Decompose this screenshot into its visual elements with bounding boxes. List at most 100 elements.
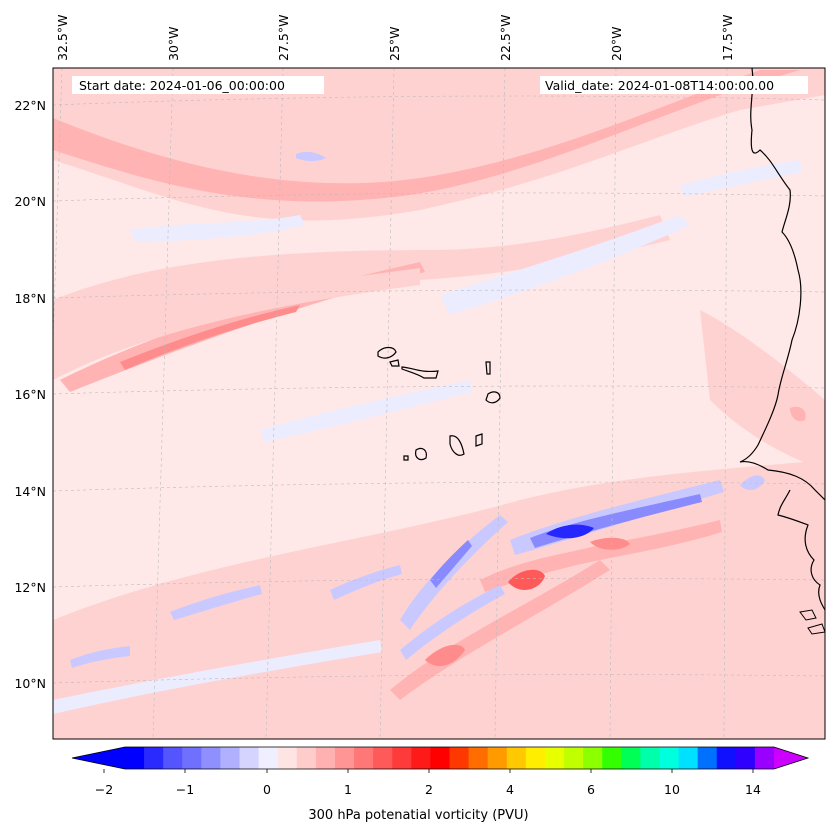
- colorbar-tick-label: 0: [263, 782, 271, 797]
- map-panel: [53, 68, 825, 739]
- colorbar-segment: [315, 747, 336, 769]
- colorbar-segment: [239, 747, 260, 769]
- colorbar-segment: [468, 747, 489, 769]
- lon-label: 20°W: [609, 26, 624, 61]
- pv-blue-band-sw-1-core: [430, 540, 472, 588]
- pv-jet-streak-core: [120, 305, 300, 370]
- colorbar-outline: [71, 746, 810, 770]
- colorbar-segment: [602, 747, 622, 769]
- bijagos-islands: [799, 609, 825, 635]
- colorbar-segment: [449, 747, 470, 769]
- lat-label: 16°N: [14, 387, 46, 402]
- pv-blue-streak-1: [130, 215, 305, 242]
- colorbar-extend-high: [774, 747, 808, 769]
- lat-label: 22°N: [14, 98, 46, 113]
- pv-blue-band-sw-2: [400, 585, 505, 660]
- pv-patch-east-2: [790, 406, 806, 422]
- island-sal: [485, 361, 491, 375]
- colorbar-segment: [144, 747, 164, 769]
- colorbar-segment: [201, 747, 222, 769]
- colorbar-segment: [564, 747, 584, 769]
- pv-patch-east: [700, 310, 825, 470]
- valid-date-label: Valid_date: 2024-01-08T14:00:00.00: [545, 78, 775, 93]
- island-santo-antao: [377, 346, 397, 359]
- pv-blue-band-west-1: [330, 565, 402, 600]
- pv-red-core-3: [425, 644, 465, 667]
- pv-blue-streak-2: [440, 215, 690, 315]
- colorbar: [71, 746, 810, 773]
- cape-verde-islands: [377, 346, 501, 461]
- lon-label: 25°W: [387, 26, 402, 61]
- island-brava: [403, 455, 409, 461]
- colorbar-segment: [182, 747, 202, 769]
- colorbar-segment: [392, 747, 412, 769]
- colorbar-segment: [354, 747, 374, 769]
- pv-blue-band-se: [740, 475, 765, 491]
- pv-blue-streak-4: [680, 160, 802, 196]
- map-frame: [52, 67, 826, 740]
- island-boa-vista: [485, 391, 501, 404]
- pv-blue-band-west-3: [70, 646, 130, 668]
- pv-red-core-1: [508, 569, 545, 590]
- colorbar-segment: [735, 747, 756, 769]
- island-maio: [475, 433, 483, 447]
- lon-label: 22.5°W: [498, 14, 513, 61]
- colorbar-segment: [411, 747, 432, 769]
- colorbar-segment: [583, 747, 603, 769]
- colorbar-segment: [373, 747, 393, 769]
- lon-label: 17.5°W: [720, 14, 735, 61]
- island-santiago: [449, 435, 465, 456]
- colorbar-tick-label: 14: [745, 782, 761, 797]
- colorbar-segment: [754, 747, 775, 769]
- colorbar-segment: [277, 747, 298, 769]
- colorbar-tick-label: −1: [175, 782, 195, 797]
- lat-label: 18°N: [14, 291, 46, 306]
- colorbar-segment: [506, 747, 527, 769]
- africa-coastline: [739, 68, 825, 501]
- colorbar-extend-low: [72, 747, 125, 769]
- island-fogo: [415, 447, 427, 461]
- pv-blue-band-west-2: [170, 585, 262, 620]
- pv-blue-spot-1: [296, 151, 326, 161]
- pv-red-core-2: [590, 537, 630, 550]
- colorbar-segment: [163, 747, 183, 769]
- colorbar-segment: [220, 747, 241, 769]
- valid-date-box: [540, 76, 808, 94]
- colorbar-segment: [125, 747, 145, 769]
- lon-label: 27.5°W: [276, 14, 291, 61]
- pv-band-southwest: [53, 268, 420, 380]
- lon-label: 30°W: [166, 26, 181, 61]
- colorbar-segment: [544, 747, 565, 769]
- colorbar-segment: [678, 747, 699, 769]
- pv-blue-band-deep: [546, 524, 594, 539]
- colorbar-segment: [487, 747, 508, 769]
- colorbar-tick-label: 6: [587, 782, 595, 797]
- colorbar-segment: [258, 747, 279, 769]
- colorbar-tick-label: 4: [506, 782, 514, 797]
- colorbar-segment: [659, 747, 680, 769]
- lon-label: 32.5°W: [55, 14, 70, 61]
- colorbar-tick-label: 1: [344, 782, 352, 797]
- africa-coastline-south: [777, 489, 825, 611]
- colorbar-segment: [697, 747, 718, 769]
- colorbar-tick-label: 10: [664, 782, 680, 797]
- colorbar-segment: [296, 747, 317, 769]
- colorbar-tick-label: −2: [94, 782, 114, 797]
- island-sao-vicente: [389, 359, 400, 367]
- lat-label: 12°N: [14, 580, 46, 595]
- lat-label: 14°N: [14, 484, 46, 499]
- colorbar-segment: [525, 747, 546, 769]
- lat-label: 10°N: [14, 676, 46, 691]
- lat-label: 20°N: [14, 194, 46, 209]
- pv-blue-streak-3: [260, 380, 472, 442]
- colorbar-segment: [334, 747, 355, 769]
- start-date-label: Start date: 2024-01-06_00:00:00: [79, 78, 285, 93]
- colorbar-segment: [716, 747, 737, 769]
- colorbar-segment: [621, 747, 641, 769]
- colorbar-title: 300 hPa potenatial vorticity (PVU): [308, 808, 529, 823]
- pv-blue-band-sw-1: [400, 515, 508, 630]
- start-date-box: [72, 76, 324, 94]
- graticule: [53, 68, 825, 739]
- colorbar-tick-label: 2: [425, 782, 433, 797]
